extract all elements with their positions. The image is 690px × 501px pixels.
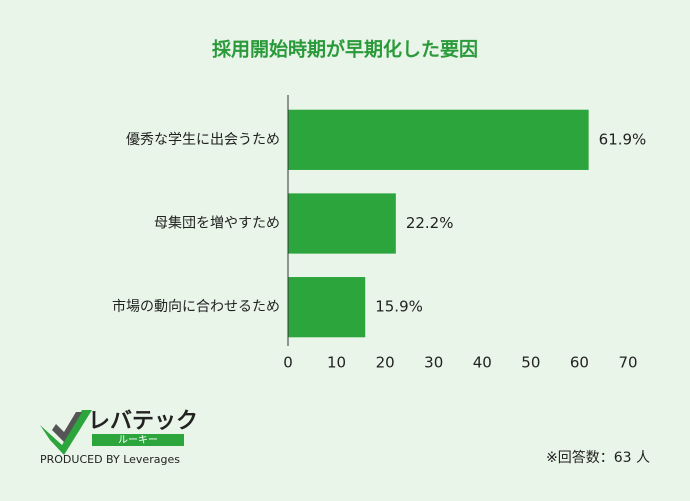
- x-tick-label: 20: [376, 354, 395, 372]
- logo-check: [40, 410, 92, 455]
- value-label: 15.9%: [375, 298, 423, 316]
- footnote: ※回答数：63 人: [546, 449, 650, 466]
- value-label: 61.9%: [599, 130, 647, 148]
- category-label: 母集団を増やすため: [154, 215, 280, 232]
- produced-by: PRODUCED BY Leverages: [40, 453, 180, 466]
- bar: [288, 193, 396, 254]
- logo-sub: ルーキー: [118, 435, 158, 446]
- bar: [288, 109, 589, 170]
- value-label: 22.2%: [406, 214, 454, 232]
- x-tick-label: 40: [473, 354, 492, 372]
- x-tick-label: 70: [618, 354, 637, 372]
- x-tick-label: 50: [521, 354, 540, 372]
- chart-title: 採用開始時期が早期化した要因: [212, 38, 478, 61]
- logo-band: [92, 434, 184, 446]
- category-label: 市場の動向に合わせるため: [112, 298, 280, 315]
- x-tick-label: 30: [424, 354, 443, 372]
- logo-check-shadow: [52, 412, 82, 442]
- x-tick-label: 0: [283, 354, 293, 372]
- category-label: 優秀な学生に出会うため: [126, 132, 280, 148]
- bar: [288, 277, 366, 338]
- x-tick-label: 60: [570, 354, 589, 372]
- logo: レバテック ルーキー PRODUCED BY Leverages: [40, 409, 198, 466]
- logo-text: レバテック: [88, 409, 198, 434]
- x-tick-label: 10: [327, 354, 346, 372]
